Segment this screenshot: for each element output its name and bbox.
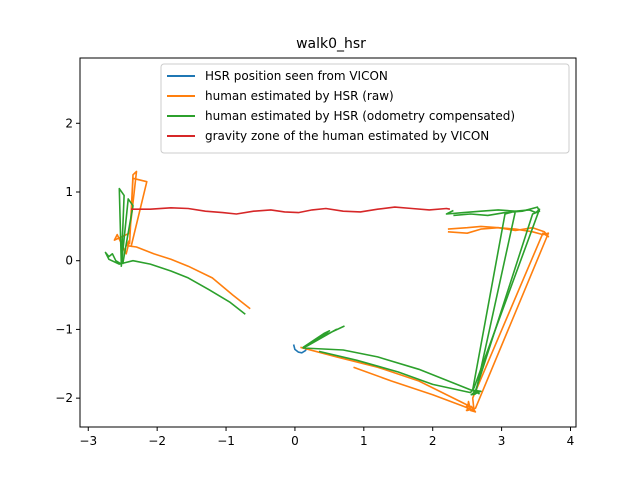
x-tick-label: −2 — [148, 434, 166, 448]
axes-frame — [79, 57, 577, 428]
legend-box — [160, 63, 570, 154]
series-line-3-segment-4 — [453, 206, 541, 396]
series-line-3-segment-3 — [318, 208, 541, 394]
x-tick-label: −1 — [217, 434, 235, 448]
legend: HSR position seen from VICON human estima… — [160, 63, 570, 154]
chart-title: walk0_hsr — [296, 36, 366, 52]
legend-label-4: gravity zone of the human estimated by V… — [205, 129, 489, 143]
legend-label-2: human estimated by HSR (raw) — [205, 89, 394, 103]
series-line-4-segment-1 — [131, 206, 451, 215]
plot-area — [104, 170, 550, 413]
y-tick-label: 0 — [65, 254, 73, 268]
y-tick-label: 1 — [65, 185, 73, 199]
x-tick-label: 4 — [567, 434, 575, 448]
legend-label-1: HSR position seen from VICON — [205, 69, 388, 83]
y-tick-label: 2 — [65, 116, 73, 130]
x-tick-label: 1 — [360, 434, 368, 448]
series-line-1-segment-1 — [292, 344, 308, 354]
y-tick-label: −1 — [55, 322, 73, 336]
legend-label-3: human estimated by HSR (odometry compens… — [205, 109, 515, 123]
series-line-2-segment-4 — [447, 225, 550, 412]
y-axis: −2 −1 0 1 2 — [55, 116, 80, 405]
series-line-2-segment-1 — [113, 170, 251, 310]
y-tick-label: −2 — [55, 391, 73, 405]
series-line-2-segment-3 — [353, 226, 550, 412]
series-line-3-segment-1 — [104, 187, 246, 315]
x-tick-label: 0 — [291, 434, 299, 448]
series-layer — [104, 170, 550, 413]
series-line-3-segment-2 — [302, 325, 482, 396]
x-axis: −3 −2 −1 0 1 2 3 4 — [79, 427, 574, 448]
x-tick-label: −3 — [79, 434, 97, 448]
x-tick-label: 2 — [429, 434, 437, 448]
x-tick-label: 3 — [498, 434, 506, 448]
